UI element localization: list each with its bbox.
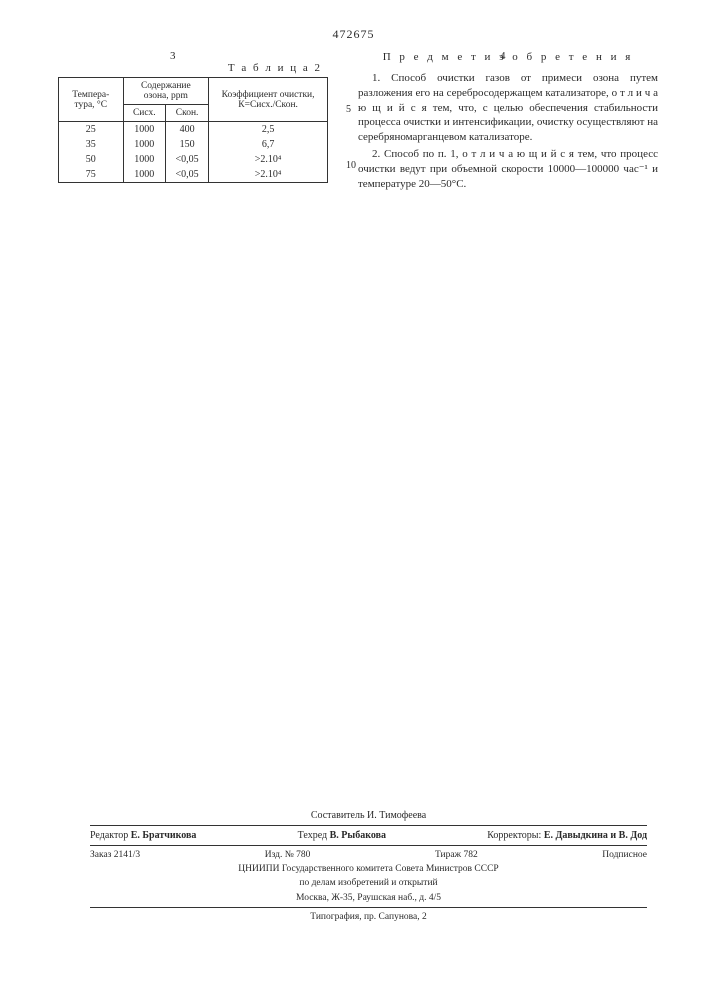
line-number-5: 5	[346, 104, 351, 115]
ozone-table: Темпера- тура, °С Содержание озона, ppm …	[58, 77, 328, 183]
cell-coef: 2,5	[209, 122, 328, 138]
table-title: Т а б л и ц а 2	[58, 62, 328, 74]
footer-izd: Изд. № 780	[265, 848, 311, 862]
document-number: 472675	[0, 27, 707, 42]
th-ozone: Содержание озона, ppm	[123, 78, 209, 105]
column-number-left: 3	[170, 50, 176, 62]
footer-org3: Москва, Ж-35, Раушская наб., д. 4/5	[90, 891, 647, 905]
cell-temp: 75	[59, 167, 124, 183]
claims-section: П р е д м е т и з о б р е т е н и я 1. С…	[358, 50, 658, 194]
cell-cout: 400	[166, 122, 209, 138]
footer-correctors: Корректоры: Е. Давыдкина и В. Дод	[487, 828, 647, 843]
claim-2: 2. Способ по п. 1, о т л и ч а ю щ и й с…	[358, 147, 658, 192]
table-row: 25 1000 400 2,5	[59, 122, 328, 138]
footer-org2: по делам изобретений и открытий	[90, 876, 647, 890]
cell-cout: 150	[166, 137, 209, 152]
cell-coef: >2.10⁴	[209, 152, 328, 167]
cell-coef: >2.10⁴	[209, 167, 328, 183]
th-temp: Темпера- тура, °С	[59, 78, 124, 122]
claim-1: 1. Способ очистки газов от примеси озона…	[358, 71, 658, 145]
footer-compiler: Составитель И. Тимофеева	[90, 808, 647, 826]
cell-temp: 50	[59, 152, 124, 167]
footer-order: Заказ 2141/3	[90, 848, 140, 862]
table-row: 50 1000 <0,05 >2.10⁴	[59, 152, 328, 167]
th-cout: Cкон.	[166, 105, 209, 122]
table-row: 35 1000 150 6,7	[59, 137, 328, 152]
cell-temp: 35	[59, 137, 124, 152]
footer: Составитель И. Тимофеева Редактор Е. Бра…	[90, 808, 647, 924]
footer-editor: Редактор Е. Братчикова	[90, 828, 196, 843]
cell-coef: 6,7	[209, 137, 328, 152]
table-row: 75 1000 <0,05 >2.10⁴	[59, 167, 328, 183]
cell-temp: 25	[59, 122, 124, 138]
footer-org1: ЦНИИПИ Государственного комитета Совета …	[90, 862, 647, 876]
cell-cout: <0,05	[166, 152, 209, 167]
footer-tirazh: Тираж 782	[435, 848, 478, 862]
th-cin: Cисх.	[123, 105, 165, 122]
cell-cin: 1000	[123, 152, 165, 167]
claims-title: П р е д м е т и з о б р е т е н и я	[358, 50, 658, 65]
th-coef: Коэффициент очистки, К=Cисх./Cкон.	[209, 78, 328, 122]
footer-imprint: Заказ 2141/3 Изд. № 780 Тираж 782 Подпис…	[90, 848, 647, 908]
cell-cin: 1000	[123, 167, 165, 183]
footer-typography: Типография, пр. Сапунова, 2	[90, 910, 647, 924]
cell-cin: 1000	[123, 137, 165, 152]
footer-podpisnoe: Подписное	[602, 848, 647, 862]
footer-tech: Техред В. Рыбакова	[298, 828, 386, 843]
table-2: Т а б л и ц а 2 Темпера- тура, °С Содерж…	[58, 62, 328, 183]
cell-cin: 1000	[123, 122, 165, 138]
footer-credits-row: Редактор Е. Братчикова Техред В. Рыбаков…	[90, 828, 647, 846]
line-number-10: 10	[346, 160, 356, 171]
cell-cout: <0,05	[166, 167, 209, 183]
